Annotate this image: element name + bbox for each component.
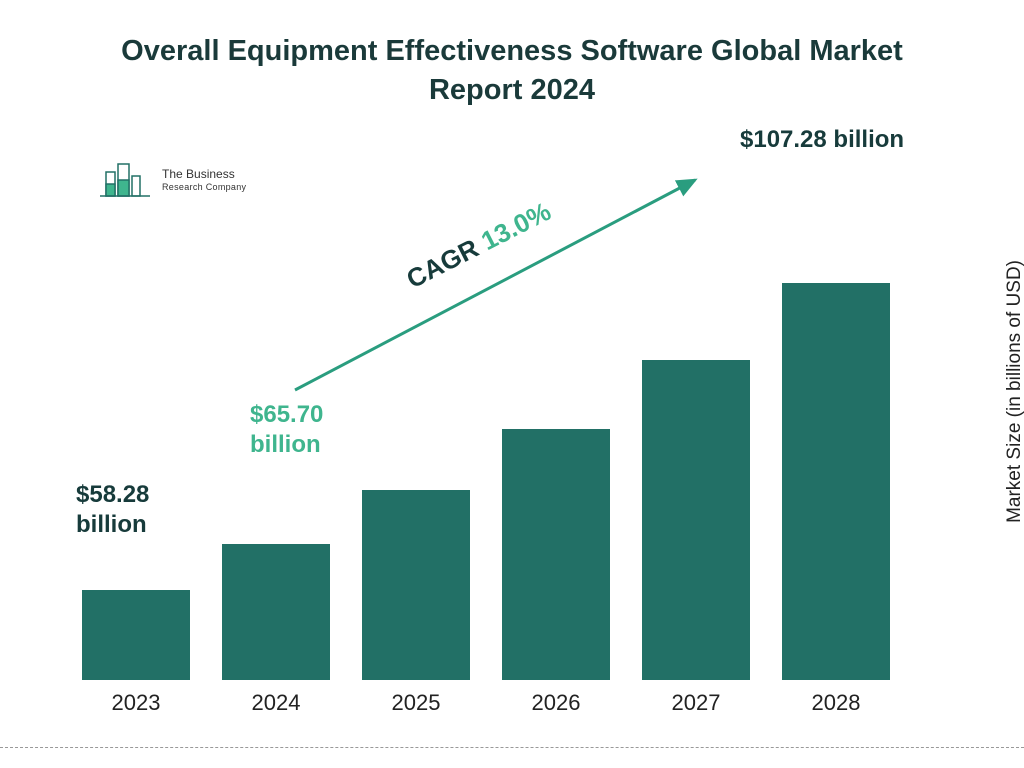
x-label-2024: 2024 — [206, 690, 346, 716]
bar-2025 — [362, 490, 470, 680]
value-callout-1: $65.70billion — [250, 400, 323, 460]
bottom-divider — [0, 747, 1024, 748]
bar-2024 — [222, 544, 330, 680]
y-axis-label: Market Size (in billions of USD) — [1004, 260, 1024, 523]
bar-2027 — [642, 360, 750, 680]
bar-chart — [70, 140, 900, 680]
x-label-2026: 2026 — [486, 690, 626, 716]
x-label-2027: 2027 — [626, 690, 766, 716]
x-label-2023: 2023 — [66, 690, 206, 716]
x-axis-labels: 202320242025202620272028 — [70, 690, 900, 720]
bar-2026 — [502, 429, 610, 680]
value-callout-0: $58.28billion — [76, 480, 149, 540]
bar-2028 — [782, 283, 890, 680]
x-label-2025: 2025 — [346, 690, 486, 716]
value-callout-2: $107.28 billion — [740, 125, 904, 155]
x-label-2028: 2028 — [766, 690, 906, 716]
chart-title: Overall Equipment Effectiveness Software… — [0, 32, 1024, 110]
bar-2023 — [82, 590, 190, 680]
